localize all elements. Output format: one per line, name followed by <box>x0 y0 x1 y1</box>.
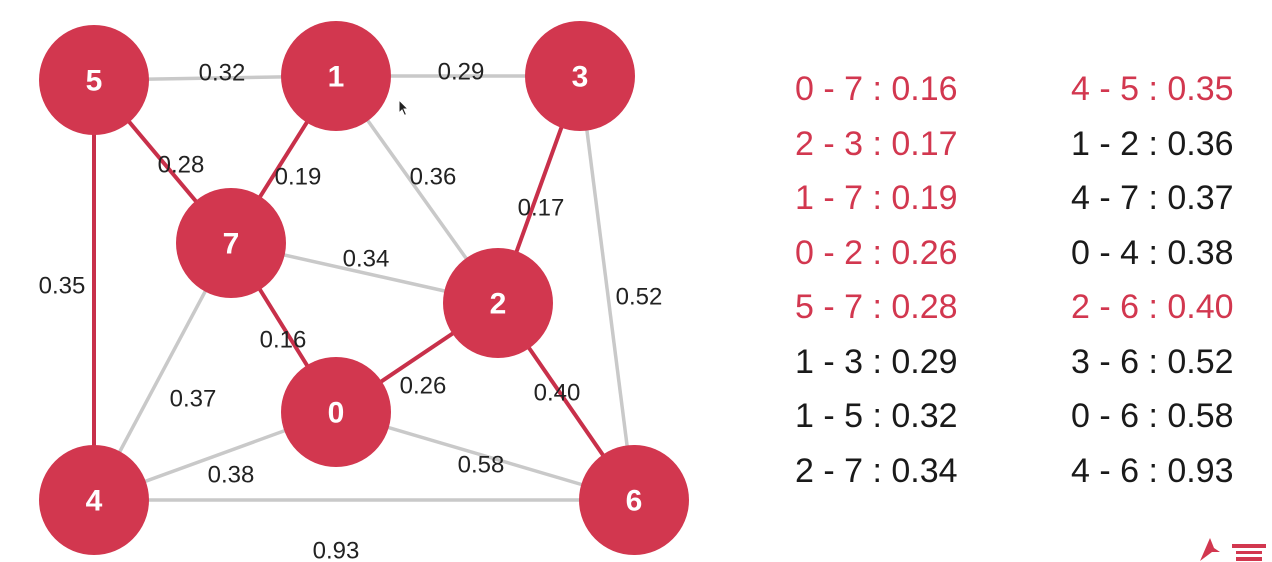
node-label-5: 5 <box>86 65 103 98</box>
edge-weight-label-0-2: 0.26 <box>400 373 447 400</box>
edge-list-item: 5 - 7 : 0.28 <box>795 288 958 326</box>
edge-list-item: 1 - 3 : 0.29 <box>795 342 958 381</box>
edge-labels-layer: 0.16 0.17 0.19 0.26 0.28 0.29 0.32 0.34 0.35 0.36… <box>39 59 663 562</box>
edge-list-item: 0 - 2 : 0.26 <box>795 233 958 272</box>
node-0 <box>281 357 391 467</box>
edge-list-item: 1 - 7 : 0.19 <box>795 179 958 217</box>
node-5 <box>39 25 149 135</box>
edge-list-item: 0 - 6 : 0.58 <box>1071 397 1234 435</box>
edge-weight-label-1-7: 0.19 <box>275 164 322 191</box>
sorted-edge-list: 0 - 7 : 0.16 2 - 3 : 0.17 1 - 7 : 0.19 0 - … <box>795 62 1271 498</box>
edge-list-item: 1 - 2 : 0.36 <box>1071 124 1234 163</box>
edge-list-item: 4 - 7 : 0.37 <box>1071 179 1234 217</box>
edge-list-item: 2 - 3 : 0.17 <box>795 124 958 163</box>
edge-weight-label-2-3: 0.17 <box>518 195 565 222</box>
nodes-layer: 0 1 2 3 4 5 6 7 <box>39 21 689 555</box>
edge-weight-label-0-4: 0.38 <box>208 462 255 489</box>
node-label-3: 3 <box>572 61 589 94</box>
edge-list-item: 1 - 5 : 0.32 <box>795 397 958 435</box>
edge-weight-label-3-6: 0.52 <box>616 284 663 311</box>
edge-weight-label-1-2: 0.36 <box>410 164 457 191</box>
watermark-logo-icon <box>1200 538 1266 561</box>
edge-3-6 <box>578 75 636 501</box>
node-label-0: 0 <box>328 397 345 430</box>
node-3 <box>525 21 635 131</box>
edge-weight-label-0-7: 0.16 <box>260 327 307 354</box>
node-1 <box>281 21 391 131</box>
edge-weight-label-2-7: 0.34 <box>343 246 390 273</box>
edge-list-item: 4 - 6 : 0.93 <box>1071 451 1234 490</box>
edge-list-item: 4 - 5 : 0.35 <box>1071 70 1234 108</box>
node-2 <box>443 248 553 358</box>
node-label-1: 1 <box>328 61 345 94</box>
node-label-2: 2 <box>490 288 507 321</box>
edge-weight-label-1-3: 0.29 <box>438 59 485 86</box>
node-label-7: 7 <box>223 228 240 261</box>
edge-weight-label-0-6: 0.58 <box>458 452 505 479</box>
node-7 <box>176 188 286 298</box>
graph-diagram: 0.16 0.17 0.19 0.26 0.28 0.29 0.32 0.34 0.35 0.36… <box>39 21 689 562</box>
edge-list-item: 0 - 7 : 0.16 <box>795 70 958 108</box>
edge-weight-label-5-7: 0.28 <box>158 152 205 179</box>
edge-list-item: 2 - 7 : 0.34 <box>795 451 958 490</box>
mouse-cursor-icon <box>398 99 410 117</box>
edge-weight-label-4-5: 0.35 <box>39 273 86 300</box>
node-label-4: 4 <box>86 485 103 518</box>
edge-weight-label-1-5: 0.32 <box>199 60 246 87</box>
edge-list-item: 2 - 6 : 0.40 <box>1071 288 1234 326</box>
edge-list-item: 0 - 4 : 0.38 <box>1071 233 1234 272</box>
node-4 <box>39 445 149 555</box>
node-label-6: 6 <box>626 485 643 518</box>
edge-weight-label-4-6: 0.93 <box>313 538 360 562</box>
edge-weight-label-4-7: 0.37 <box>170 386 217 413</box>
edge-weight-label-2-6: 0.40 <box>534 380 581 407</box>
edge-list-item: 3 - 6 : 0.52 <box>1071 342 1234 381</box>
node-6 <box>579 445 689 555</box>
